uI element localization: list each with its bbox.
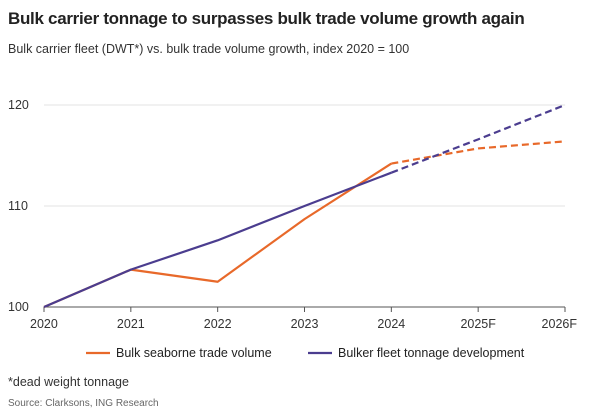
x-tick-label: 2026F: [542, 317, 578, 331]
series-line-1-forecast: [391, 140, 566, 165]
x-tick-label: 2020: [30, 317, 58, 331]
x-tick-label: 2022: [204, 317, 232, 331]
x-tick-label: 2021: [117, 317, 145, 331]
x-tick-label: 2025F: [460, 317, 496, 331]
legend-label: Bulk seaborne trade volume: [116, 346, 272, 360]
footnote: *dead weight tonnage: [8, 375, 129, 389]
source-note: Source: Clarksons, ING Research: [8, 398, 159, 409]
x-tick-label: 2024: [377, 317, 405, 331]
series-line-2-forecast: [390, 103, 566, 174]
chart-title: Bulk carrier tonnage to surpasses bulk t…: [8, 9, 525, 28]
legend-label: Bulker fleet tonnage development: [338, 346, 525, 360]
chart-subtitle: Bulk carrier fleet (DWT*) vs. bulk trade…: [8, 42, 410, 56]
y-tick-label: 100: [8, 300, 29, 314]
y-tick-label: 110: [8, 199, 28, 213]
y-tick-label: 120: [8, 98, 29, 112]
x-tick-label: 2023: [291, 317, 319, 331]
series-line-2-actual: [43, 171, 392, 309]
